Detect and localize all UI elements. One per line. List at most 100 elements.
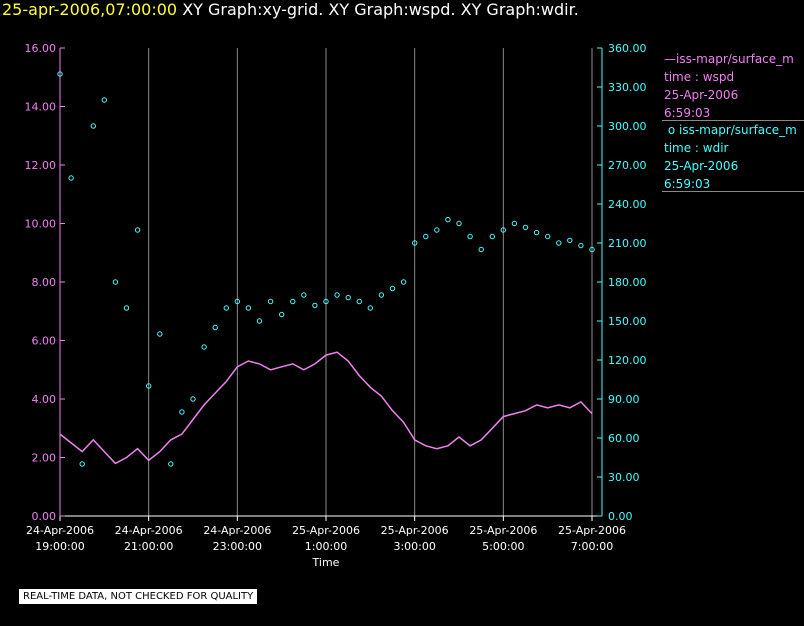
wdir-point bbox=[101, 97, 108, 103]
legend-wdir-label: o iss-mapr/surface_m bbox=[664, 123, 797, 137]
wdir-point bbox=[245, 305, 252, 311]
wdir-point bbox=[445, 216, 451, 223]
wdir-point bbox=[478, 246, 484, 253]
x-axis-title: Time bbox=[312, 556, 340, 569]
wdir-point bbox=[545, 233, 551, 240]
wdir-point bbox=[312, 302, 318, 309]
axis-labels: 24-Apr-2006 19:00:00 24-Apr-2006 21:00:00 24… bbox=[25, 42, 647, 569]
left-tick-label: 4.00 bbox=[32, 393, 57, 406]
wdir-point bbox=[234, 298, 241, 305]
right-tick-label: 120.00 bbox=[608, 354, 647, 367]
quality-disclaimer: REAL-TIME DATA, NOT CHECKED FOR QUALITY bbox=[19, 589, 258, 604]
wdir-point bbox=[456, 220, 462, 227]
wspd-line bbox=[59, 351, 593, 465]
right-tick-label: 330.00 bbox=[608, 81, 647, 94]
right-tick-label: 0.00 bbox=[608, 510, 633, 523]
wdir-point bbox=[90, 123, 97, 129]
x-tick-label-time: 21:00:00 bbox=[124, 540, 173, 553]
right-tick-label: 360.00 bbox=[608, 42, 647, 55]
wspd-series bbox=[59, 351, 593, 465]
wdir-point bbox=[489, 233, 495, 240]
wdir-point bbox=[68, 175, 74, 181]
legend-separator bbox=[662, 120, 804, 121]
wdir-point bbox=[267, 298, 274, 305]
wdir-point bbox=[123, 305, 130, 311]
right-tick-label: 210.00 bbox=[608, 237, 647, 250]
wdir-point bbox=[212, 324, 218, 331]
right-tick-label: 300.00 bbox=[608, 120, 647, 133]
wdir-point bbox=[179, 409, 185, 415]
legend-wspd-line1: time : wspd bbox=[664, 70, 735, 84]
wdir-point bbox=[378, 292, 385, 298]
wdir-point bbox=[556, 240, 562, 246]
circle-marker-icon: o bbox=[664, 123, 679, 137]
right-tick-label: 240.00 bbox=[608, 198, 647, 211]
wdir-point bbox=[522, 224, 529, 231]
wdir-point bbox=[500, 227, 506, 233]
right-tick-label: 180.00 bbox=[608, 276, 647, 289]
legend-wspd: —iss-mapr/surface_m time : wspd 25-Apr-2… bbox=[664, 50, 794, 122]
wdir-point bbox=[567, 237, 573, 244]
wdir-point bbox=[323, 298, 329, 305]
wdir-point bbox=[589, 246, 595, 253]
legend-separator bbox=[662, 191, 804, 192]
wdir-point bbox=[434, 227, 440, 233]
wdir-point bbox=[190, 396, 196, 402]
x-tick-label-date: 25-Apr-2006 bbox=[469, 524, 537, 537]
x-tick-label-time: 23:00:00 bbox=[213, 540, 262, 553]
left-tick-label: 0.00 bbox=[32, 510, 57, 523]
wdir-point bbox=[356, 298, 362, 305]
wdir-point bbox=[301, 292, 307, 298]
axes bbox=[59, 47, 603, 521]
x-tick-label-date: 24-Apr-2006 bbox=[26, 524, 94, 537]
wdir-point bbox=[157, 331, 163, 337]
legend-wdir-line1: time : wdir bbox=[664, 141, 729, 155]
graph-names: XY Graph:xy-grid. XY Graph:wspd. XY Grap… bbox=[182, 0, 579, 19]
wdir-point bbox=[168, 461, 174, 467]
left-tick-label: 16.00 bbox=[25, 42, 57, 55]
wdir-point bbox=[467, 233, 473, 240]
wdir-point bbox=[201, 344, 207, 350]
wdir-point bbox=[256, 318, 263, 324]
left-tick-label: 8.00 bbox=[32, 276, 57, 289]
x-tick-label-time: 19:00:00 bbox=[35, 540, 84, 553]
gridlines bbox=[148, 48, 593, 516]
wdir-point bbox=[400, 279, 407, 285]
wdir-point bbox=[511, 220, 518, 227]
x-tick-label-date: 25-Apr-2006 bbox=[558, 524, 626, 537]
left-tick-label: 14.00 bbox=[25, 101, 57, 114]
wdir-point bbox=[79, 461, 85, 467]
x-tick-label-date: 24-Apr-2006 bbox=[203, 524, 271, 537]
x-tick-label-date: 24-Apr-2006 bbox=[115, 524, 183, 537]
left-tick-label: 12.00 bbox=[25, 159, 57, 172]
legend-wdir-line3: 6:59:03 bbox=[664, 177, 711, 191]
wdir-point bbox=[423, 233, 429, 240]
wdir-point bbox=[279, 311, 285, 318]
chart-title: 25-apr-2006,07:00:00 XY Graph:xy-grid. X… bbox=[2, 0, 579, 19]
x-tick-label-time: 7:00:00 bbox=[571, 540, 613, 553]
x-tick-label-date: 25-Apr-2006 bbox=[292, 524, 360, 537]
wdir-point bbox=[367, 305, 373, 311]
line-marker-icon: — bbox=[664, 52, 676, 66]
wdir-point bbox=[334, 292, 340, 298]
legend-wspd-label: —iss-mapr/surface_m bbox=[664, 52, 794, 66]
legend-wspd-line2: 25-Apr-2006 bbox=[664, 88, 739, 102]
left-tick-label: 2.00 bbox=[32, 452, 57, 465]
timestamp: 25-apr-2006,07:00:00 bbox=[2, 0, 178, 19]
right-tick-label: 90.00 bbox=[608, 393, 640, 406]
legend-wdir: o iss-mapr/surface_m time : wdir 25-Apr-… bbox=[664, 121, 797, 193]
x-tick-label-time: 3:00:00 bbox=[393, 540, 435, 553]
x-tick-label-time: 5:00:00 bbox=[482, 540, 524, 553]
wdir-point bbox=[112, 279, 119, 285]
wdir-point bbox=[223, 305, 230, 311]
x-tick-label-date: 25-Apr-2006 bbox=[381, 524, 449, 537]
wdir-point bbox=[389, 285, 396, 292]
right-tick-label: 60.00 bbox=[608, 432, 640, 445]
right-tick-label: 270.00 bbox=[608, 159, 647, 172]
wdir-point bbox=[146, 383, 152, 389]
left-tick-label: 6.00 bbox=[32, 335, 57, 348]
left-tick-label: 10.00 bbox=[25, 218, 57, 231]
wdir-point bbox=[412, 240, 418, 246]
right-tick-label: 30.00 bbox=[608, 471, 640, 484]
